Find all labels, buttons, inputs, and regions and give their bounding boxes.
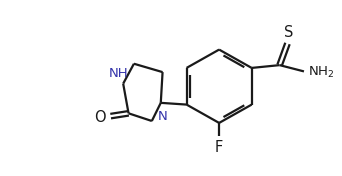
Text: NH$_2$: NH$_2$	[307, 65, 334, 80]
Text: O: O	[94, 110, 106, 125]
Text: NH: NH	[109, 67, 128, 80]
Text: S: S	[284, 25, 293, 40]
Text: F: F	[215, 140, 223, 155]
Text: N: N	[158, 110, 168, 123]
